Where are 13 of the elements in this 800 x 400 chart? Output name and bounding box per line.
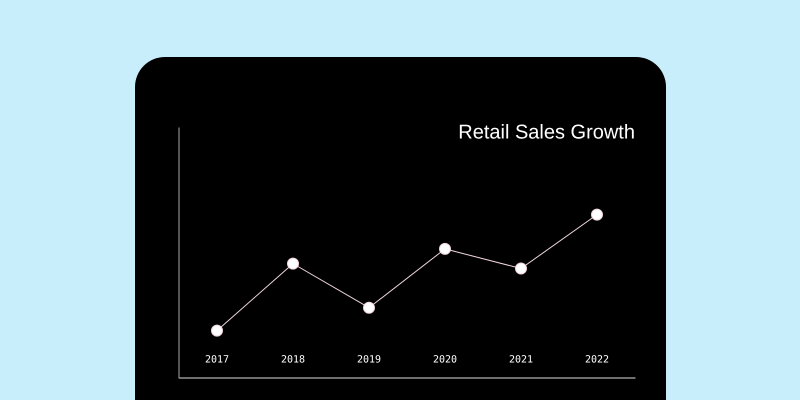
x-tick-label: 2020	[432, 354, 458, 366]
x-tick-label: 2022	[584, 354, 610, 366]
x-tick-label: 2019	[356, 354, 382, 366]
point	[363, 302, 375, 314]
x-tick-label: 2018	[280, 354, 306, 366]
point	[287, 258, 299, 270]
x-tick-label: 2017	[204, 354, 230, 366]
point	[439, 242, 451, 255]
chart-title: Retail Sales Growth	[458, 122, 635, 144]
point	[515, 262, 527, 275]
point	[591, 208, 603, 221]
point	[211, 324, 223, 337]
x-tick-label: 2021	[508, 354, 534, 366]
